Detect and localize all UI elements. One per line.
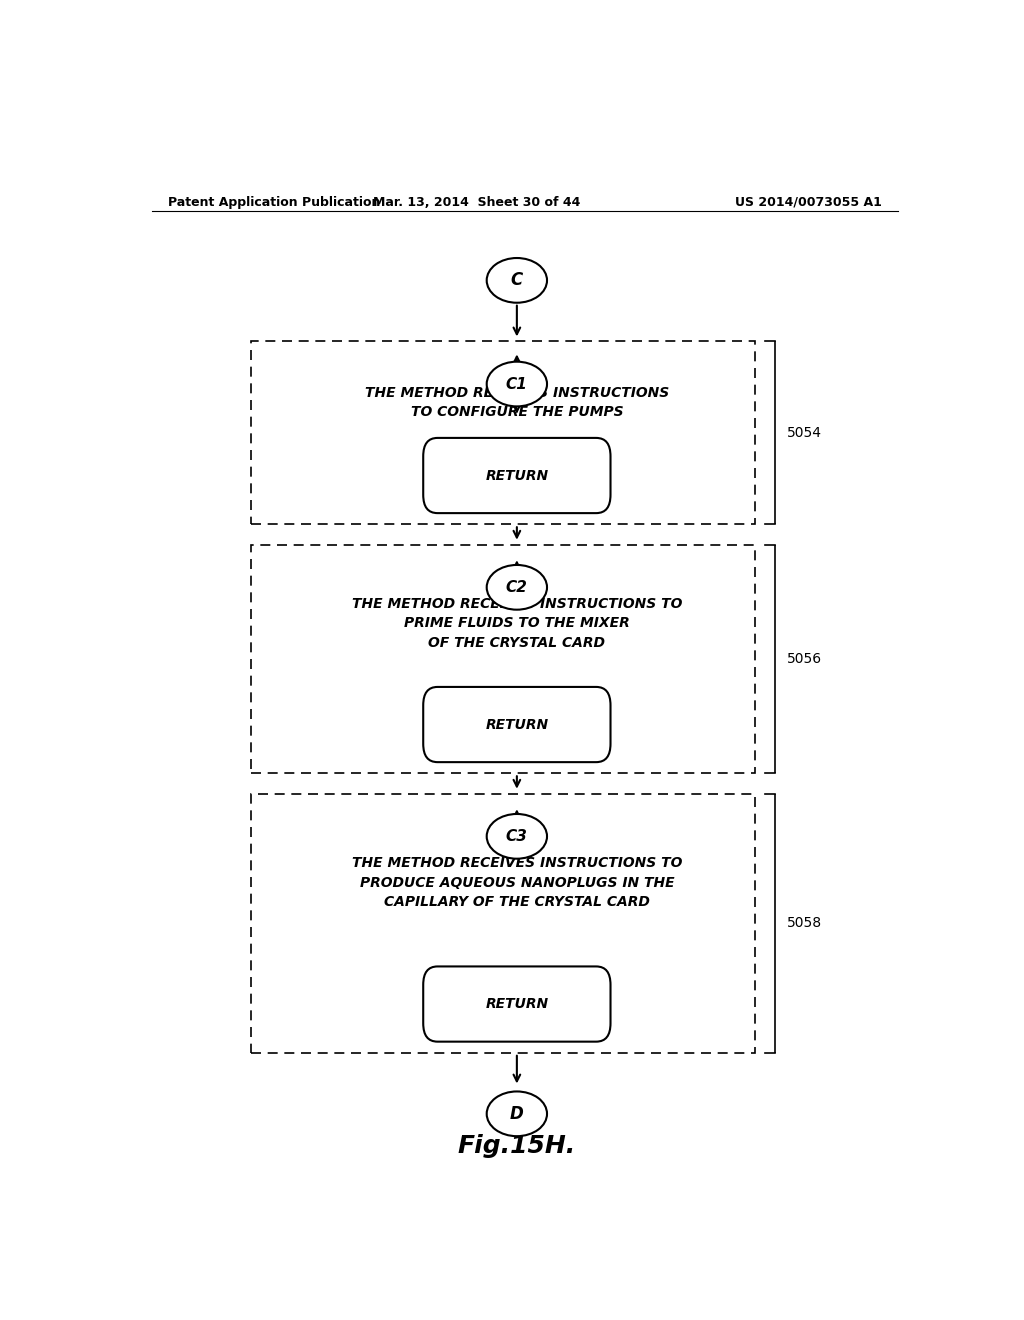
Ellipse shape (486, 1092, 547, 1137)
Text: Mar. 13, 2014  Sheet 30 of 44: Mar. 13, 2014 Sheet 30 of 44 (374, 195, 581, 209)
Text: C: C (511, 272, 523, 289)
Text: D: D (510, 1105, 523, 1123)
Text: THE METHOD RECEIVES INSTRUCTIONS TO
PRODUCE AQUEOUS NANOPLUGS IN THE
CAPILLARY O: THE METHOD RECEIVES INSTRUCTIONS TO PROD… (351, 857, 682, 909)
Bar (251, 342, 755, 524)
Text: C3: C3 (506, 829, 527, 843)
Text: Patent Application Publication: Patent Application Publication (168, 195, 380, 209)
Text: RETURN: RETURN (485, 997, 549, 1011)
Text: THE METHOD RECEIVES INSTRUCTIONS
TO CONFIGURE THE PUMPS: THE METHOD RECEIVES INSTRUCTIONS TO CONF… (365, 385, 669, 418)
Text: 5054: 5054 (786, 426, 821, 440)
FancyBboxPatch shape (423, 438, 610, 513)
FancyBboxPatch shape (423, 686, 610, 762)
Bar (251, 545, 755, 774)
Bar (251, 793, 755, 1053)
Text: THE METHOD RECEIVES INSTRUCTIONS TO
PRIME FLUIDS TO THE MIXER
OF THE CRYSTAL CAR: THE METHOD RECEIVES INSTRUCTIONS TO PRIM… (351, 597, 682, 649)
Ellipse shape (486, 257, 547, 302)
Ellipse shape (486, 362, 547, 407)
Text: RETURN: RETURN (485, 718, 549, 731)
FancyBboxPatch shape (423, 966, 610, 1041)
Ellipse shape (486, 565, 547, 610)
Text: RETURN: RETURN (485, 469, 549, 483)
Text: 5058: 5058 (786, 916, 822, 931)
Text: C1: C1 (506, 376, 527, 392)
Text: Fig.15H.: Fig.15H. (458, 1134, 575, 1159)
Text: US 2014/0073055 A1: US 2014/0073055 A1 (735, 195, 882, 209)
Text: 5056: 5056 (786, 652, 822, 667)
Ellipse shape (486, 814, 547, 859)
Text: C2: C2 (506, 579, 527, 595)
